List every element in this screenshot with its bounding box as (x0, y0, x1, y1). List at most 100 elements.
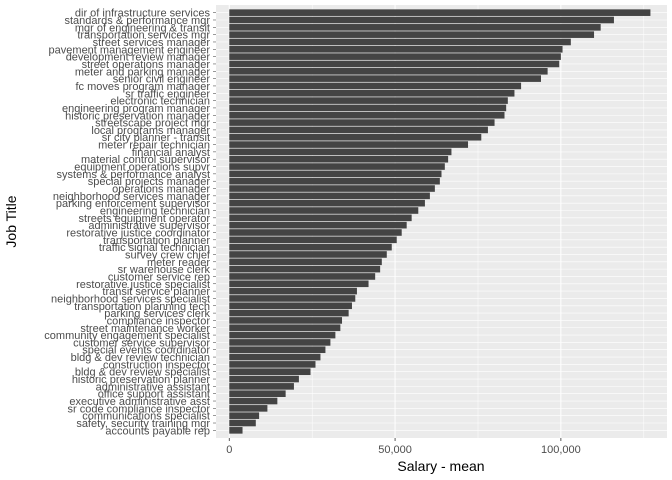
bar (229, 324, 341, 332)
y-tick-label: bldg & dev review specialist (75, 367, 210, 379)
bar (229, 353, 321, 361)
y-tick-label: meter and parking manager (75, 66, 210, 78)
y-tick-label: historic preservation planner (72, 374, 211, 386)
y-tick-label: sr city planner - transit (102, 132, 210, 144)
y-tick-label: financial analyst (132, 147, 210, 159)
y-tick-label: construction inspector (103, 359, 210, 371)
y-tick-label: neighborhood services specialist (51, 293, 210, 305)
y-tick-label: compliance inspector (107, 315, 211, 327)
y-tick-label: traffic signal technician (99, 242, 210, 254)
bar (229, 397, 278, 405)
y-tick-label: neighborhood services manager (53, 191, 210, 203)
y-tick-label: standards & performance mgr (64, 15, 210, 27)
y-tick-label: sr warehouse clerk (118, 264, 211, 276)
bar (229, 331, 336, 339)
y-tick-label: accounts payable rep (105, 425, 210, 437)
y-tick-label: safety, security training mgr (76, 418, 210, 430)
bar (229, 368, 311, 376)
y-tick-label: pavement management engineer (49, 44, 211, 56)
y-tick-label: development review manager (66, 52, 211, 64)
y-tick-label: senior civil engineer (113, 74, 211, 86)
bar (229, 280, 369, 288)
bar (229, 170, 442, 178)
bar (229, 390, 286, 397)
bar (229, 133, 482, 141)
bar (229, 141, 469, 148)
y-tick-label: equipment operations supvr (74, 162, 210, 174)
y-tick-label: parking services clerk (104, 308, 210, 320)
bar (229, 346, 326, 354)
bar (229, 309, 349, 317)
y-axis-title: Job Title (3, 195, 19, 247)
bar (229, 375, 299, 383)
y-tick-label: street operations manager (82, 59, 211, 71)
y-tick-label: restorative justice specialist (76, 279, 210, 291)
x-tick-label: 0 (226, 444, 232, 456)
bar (229, 405, 268, 412)
y-tick-label: transportation services mgr (77, 30, 210, 42)
bar (229, 265, 381, 273)
y-tick-label: customer service rep (108, 271, 210, 283)
y-tick-label: sr code compliance inspector (68, 403, 211, 415)
y-tick-label: streetscape project mgr (95, 118, 210, 130)
bar (229, 258, 382, 266)
bar (229, 214, 412, 222)
y-tick-label: mgr of engineering & transit (75, 22, 210, 34)
y-tick-label: executive administrative asst (69, 396, 210, 408)
y-tick-label: customer service supervisor (73, 337, 210, 349)
y-tick-label: electronic technician (110, 96, 210, 108)
y-tick-label: meter repair technician (98, 140, 210, 152)
bar (229, 119, 495, 126)
bar (229, 317, 343, 324)
bar (229, 273, 376, 280)
bar (229, 243, 392, 251)
bar (229, 148, 452, 156)
bar (229, 177, 440, 185)
bar (229, 126, 488, 134)
bar (229, 185, 435, 192)
bar (229, 89, 515, 97)
bar (229, 67, 548, 75)
x-tick-label: 50,000 (378, 444, 412, 456)
bar (229, 97, 508, 104)
y-tick-label: bldg & dev review technician (71, 352, 210, 364)
x-axis-title: Salary - mean (397, 458, 484, 474)
y-tick-label: special events coordinator (82, 345, 210, 357)
bar (229, 46, 563, 53)
bar (229, 31, 595, 38)
y-tick-label: office support assistant (98, 389, 210, 401)
bar (229, 287, 357, 295)
bar (229, 207, 419, 214)
bar (229, 111, 505, 119)
y-tick-label: transportation planner (103, 235, 210, 247)
y-tick-label: operations manager (112, 184, 210, 196)
y-tick-label: administrative assistant (96, 381, 210, 393)
bar (229, 38, 571, 46)
y-tick-label: parking enforcement supervisor (56, 198, 210, 210)
y-tick-label: meter reader (147, 257, 210, 269)
y-tick-label: transportation planning tech (74, 301, 210, 313)
bar (229, 361, 316, 368)
x-ticks: 0 50,000 100,000 (226, 438, 581, 456)
bar (229, 75, 541, 82)
bar (229, 236, 397, 244)
bar (229, 192, 430, 200)
y-tick-label: community engagement specialist (44, 330, 210, 342)
bar (229, 383, 294, 390)
bar (229, 9, 651, 16)
y-tick-label: engineering technician (100, 206, 210, 218)
y-tick-label: engineering program manager (62, 103, 210, 115)
y-tick-label: streets equipment operator (79, 213, 211, 225)
y-tick-labels: dir of infrastructure servicesstandards … (44, 8, 216, 437)
y-tick-label: street maintenance worker (80, 323, 210, 335)
bar (229, 419, 256, 427)
y-tick-label: street services manager (93, 37, 211, 49)
y-tick-label: administrative supervisor (88, 220, 210, 232)
bar (229, 295, 356, 302)
y-tick-label: restorative justice coordinator (66, 227, 210, 239)
y-tick-label: systems & performance analyst (57, 169, 210, 181)
bar (229, 302, 352, 310)
bar (229, 339, 331, 346)
y-tick-label: historic preservation manager (65, 110, 210, 122)
bar (229, 229, 402, 236)
